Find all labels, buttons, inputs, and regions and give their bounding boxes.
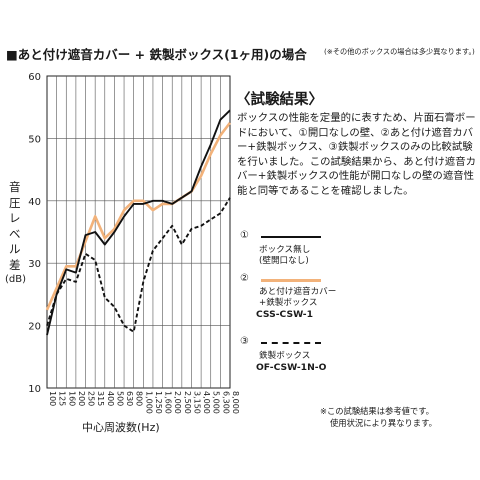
legend-name-2: あと付け遮音カバー bbox=[259, 287, 337, 297]
legend-name-1: ボックス無し bbox=[259, 245, 311, 255]
x-axis-label: 中心周波数(Hz) bbox=[82, 421, 160, 434]
x-tick-label: 800 bbox=[135, 391, 144, 406]
footnote: ※この試験結果は参考値です。 使用状況により異なります。 bbox=[320, 405, 437, 429]
x-tick-label: 500 bbox=[115, 391, 124, 406]
legend-name-2b: +鉄製ボックス bbox=[259, 298, 318, 308]
x-tick-label: 200 bbox=[77, 391, 86, 406]
x-tick-label: 2,000 bbox=[173, 391, 182, 414]
y-tick-label: 40 bbox=[28, 197, 41, 208]
plot-frame bbox=[46, 75, 231, 389]
x-tick-label: 6,300 bbox=[221, 391, 230, 414]
x-tick-label: 100 bbox=[48, 391, 57, 406]
footnote-line-2: 使用状況により異なります。 bbox=[330, 418, 437, 428]
y-tick-label: 60 bbox=[28, 72, 41, 83]
x-tick-label: 160 bbox=[67, 391, 76, 406]
y-axis-label-char: 圧 bbox=[9, 195, 21, 210]
legend-number-2: ② bbox=[240, 273, 249, 284]
y-axis-label-char: 音 bbox=[9, 180, 21, 194]
x-tick-label: 3,150 bbox=[192, 391, 201, 414]
legend-line-1 bbox=[261, 236, 321, 238]
x-tick-label: 4,000 bbox=[202, 391, 211, 414]
y-tick-label: 30 bbox=[28, 259, 41, 270]
x-tick-label: 2,500 bbox=[183, 391, 192, 414]
y-tick-label: 20 bbox=[28, 322, 41, 333]
y-tick-label: 10 bbox=[28, 384, 41, 395]
legend-name-1b: (壁開口なし) bbox=[259, 256, 309, 266]
x-tick-label: 315 bbox=[96, 391, 105, 406]
x-tick-label: 1,000 bbox=[144, 391, 153, 414]
legend-number-1: ① bbox=[240, 230, 249, 241]
results-title: 〈試験結果〉 bbox=[236, 92, 323, 108]
x-tick-label: 5,000 bbox=[212, 391, 221, 414]
legend-line-3 bbox=[261, 342, 321, 344]
series-line-2 bbox=[45, 122, 232, 311]
y-axis-label-char: 差 bbox=[9, 257, 21, 272]
legend-name-3: 鉄製ボックス bbox=[259, 351, 311, 361]
legend-model-3: OF-CSW-1N-O bbox=[256, 362, 327, 373]
x-tick-label: 1,600 bbox=[164, 391, 173, 414]
section-heading: ■あと付け遮音カバー + 鉄製ボックス(1ヶ用)の場合 bbox=[6, 47, 307, 62]
y-axis-label-char: レ bbox=[9, 211, 21, 225]
x-tick-label: 250 bbox=[87, 391, 96, 406]
series-line-3 bbox=[46, 197, 231, 333]
y-axis-label-char: (dB) bbox=[5, 274, 27, 285]
x-tick-label: 125 bbox=[58, 391, 67, 406]
legend-model-2: CSS-CSW-1 bbox=[256, 309, 314, 320]
series-line-1 bbox=[46, 109, 231, 336]
y-axis-label-char: ル bbox=[9, 242, 21, 256]
legend-number-3: ③ bbox=[240, 336, 249, 347]
heading-note: (※その他のボックスの場合は多少異なります。) bbox=[324, 47, 475, 56]
y-axis-label-char: ベ bbox=[9, 226, 21, 241]
y-tick-label: 50 bbox=[28, 134, 41, 145]
x-tick-label: 1,250 bbox=[154, 391, 163, 414]
x-tick-label: 630 bbox=[125, 391, 134, 406]
results-body: ボックスの性能を定量的に表すため、片面石膏ボードにおいて、①開口なしの壁、②あと… bbox=[237, 112, 476, 197]
footnote-line-1: ※この試験結果は参考値です。 bbox=[320, 406, 434, 416]
x-tick-label: 400 bbox=[106, 391, 115, 406]
legend-line-2 bbox=[261, 279, 321, 282]
x-tick-label: 8,000 bbox=[231, 391, 240, 414]
